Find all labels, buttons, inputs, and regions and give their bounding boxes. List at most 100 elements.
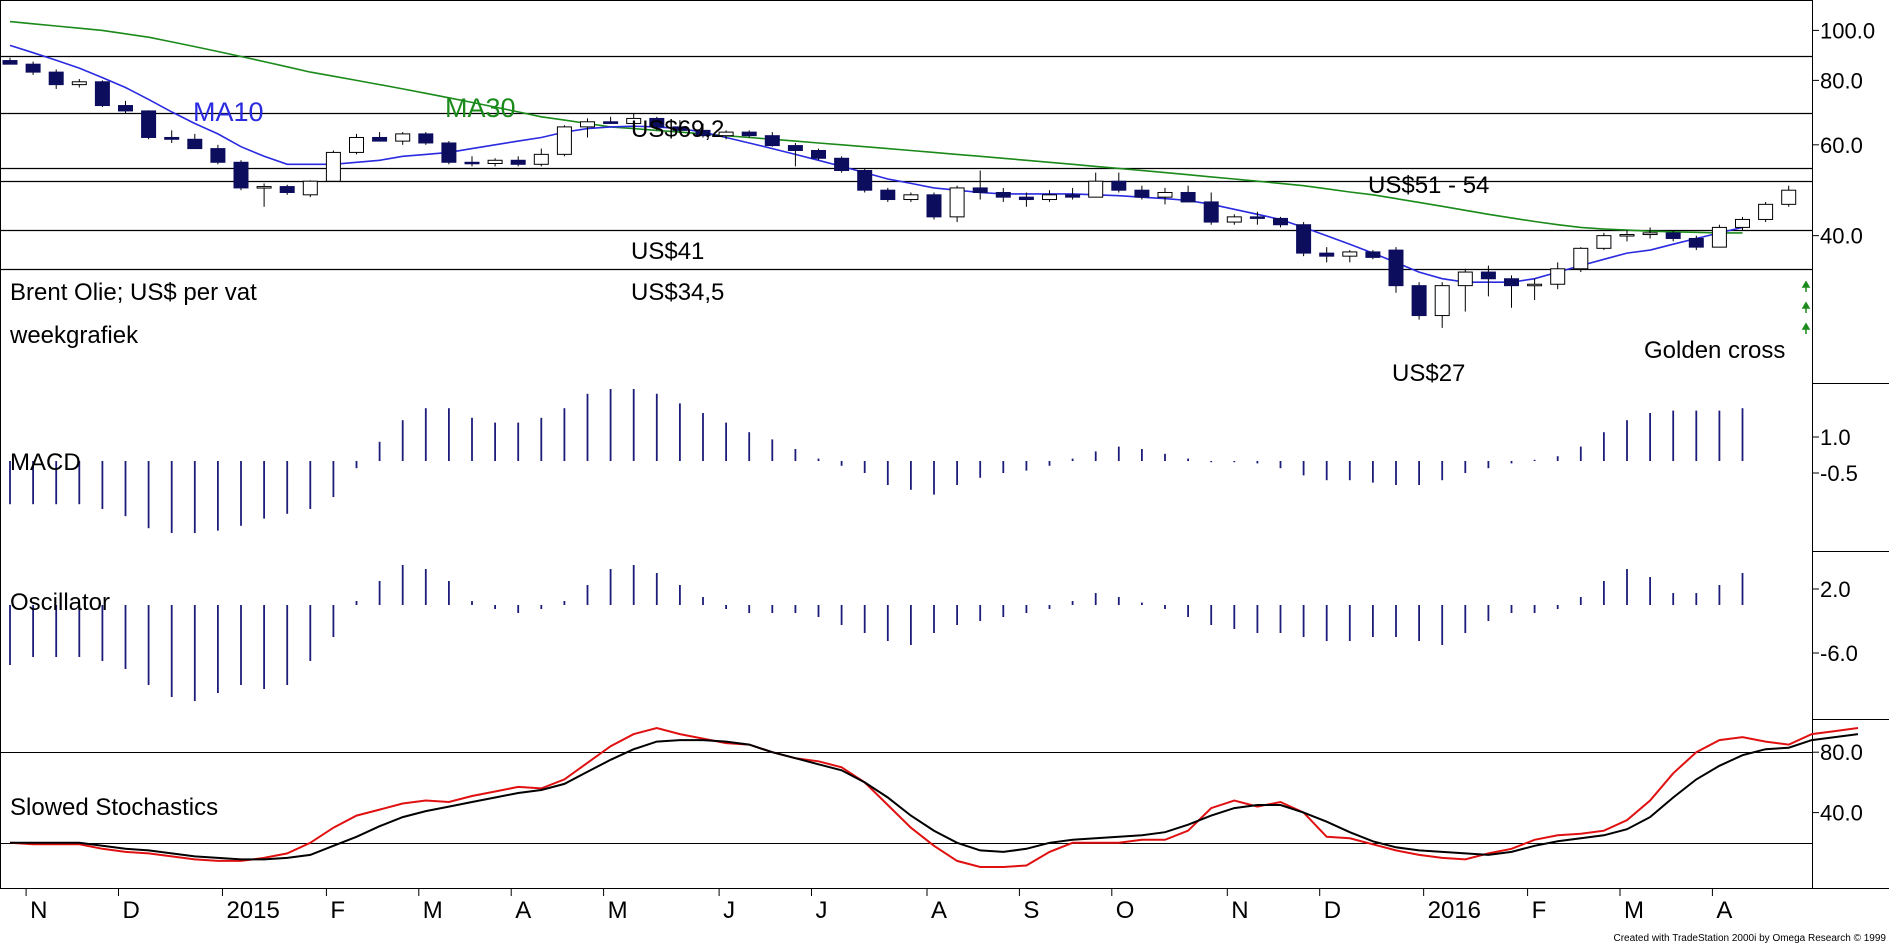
candle-body (1088, 180, 1104, 198)
candle-body (787, 145, 803, 151)
stochastics-panel: 80.0 40.0 Slowed Stochastics (0, 726, 1863, 868)
candle (672, 120, 688, 133)
candle-body (1203, 201, 1219, 223)
candle-body (1157, 191, 1173, 198)
x-tick-label-15: F (1532, 897, 1547, 924)
candle (787, 142, 803, 167)
macd-tick-label-1: -0.5 (1820, 461, 1858, 486)
candle (764, 132, 780, 147)
candle-body (510, 159, 526, 165)
candle (1596, 232, 1612, 251)
candle (626, 113, 642, 129)
x-tick-label-10: S (1023, 897, 1039, 924)
candle-body (1642, 232, 1658, 236)
candle-body (94, 81, 110, 107)
candle-body (880, 189, 896, 201)
candle-body (141, 110, 157, 138)
price-tick-label-2: 60.0 (1820, 133, 1863, 158)
candle-body (1249, 216, 1265, 219)
candle (1018, 192, 1034, 207)
stochastics-series-1 (10, 733, 1859, 861)
candle (2, 57, 18, 65)
candle (25, 61, 41, 75)
candle (325, 150, 341, 182)
candle (1226, 214, 1242, 225)
x-tick-label-17: A (1716, 897, 1732, 924)
candle (1273, 216, 1288, 228)
candle-body (418, 133, 434, 144)
candle (464, 156, 480, 167)
oscillator-tick-label-0: 2.0 (1820, 577, 1851, 602)
x-tick-label-7: J (723, 897, 735, 924)
candle (556, 125, 572, 157)
stochastics-series-0 (9, 726, 1859, 868)
candle-body (1665, 232, 1681, 239)
candle (1480, 265, 1496, 297)
candle (233, 160, 249, 191)
candle-body (603, 121, 619, 124)
x-tick-label-2: 2015 (226, 897, 279, 924)
price-tick-label-1: 80.0 (1820, 68, 1863, 93)
oscillator-histogram (9, 565, 1744, 701)
stochastics-label: Slowed Stochastics (10, 794, 218, 821)
candle-body (1434, 285, 1450, 317)
candle-body (926, 194, 942, 218)
candle-body (395, 133, 411, 142)
candle (372, 132, 388, 142)
candle-body (48, 71, 64, 86)
candle-body (995, 191, 1011, 198)
candle-body (1480, 271, 1496, 280)
level-label-69: US$69,2 (631, 116, 724, 143)
candle (1665, 230, 1681, 242)
candle-body (256, 186, 272, 189)
candle-body (349, 136, 364, 153)
x-tick-label-8: J (816, 897, 828, 924)
candle-body (1457, 271, 1473, 287)
candle-body (1781, 189, 1797, 205)
macd-histogram (9, 389, 1744, 533)
candle (580, 118, 595, 138)
stochastics-lines (9, 726, 1859, 868)
candle-body (1042, 194, 1057, 201)
resistance-support-lines (0, 55, 1812, 271)
candle (1319, 247, 1335, 263)
candle (1550, 262, 1566, 290)
candle (1619, 230, 1635, 242)
candle-body (487, 159, 503, 165)
candle-body (695, 129, 711, 137)
stochastics-tick-label-0: 80.0 (1820, 740, 1863, 765)
level-label-51-54: US$51 - 54 (1368, 172, 1489, 199)
candle (418, 132, 434, 145)
candle (533, 148, 549, 167)
candle (1388, 247, 1404, 293)
candle (441, 141, 457, 165)
candle-body (1596, 235, 1612, 249)
candle (164, 130, 180, 143)
candle (603, 116, 619, 124)
candle-body (626, 117, 642, 124)
candle (1688, 235, 1704, 251)
x-tick-label-9: A (931, 897, 947, 924)
candle (811, 148, 826, 161)
candle-body (1619, 234, 1635, 237)
x-tick-label-12: N (1231, 897, 1248, 924)
candle (1088, 172, 1104, 198)
x-tick-label-0: N (30, 897, 47, 924)
candle-body (1688, 237, 1704, 248)
candle (71, 78, 87, 88)
candle-body (279, 186, 295, 193)
candle-body (1134, 189, 1150, 198)
candle (1042, 190, 1057, 202)
candle-body (1550, 268, 1566, 285)
candle-body (1735, 218, 1750, 228)
candle (1203, 192, 1219, 225)
price-tick-label-3: 40.0 (1820, 224, 1863, 249)
candle-body (1018, 196, 1034, 201)
candle (256, 183, 272, 207)
candle-body (1411, 285, 1427, 317)
candle-body (672, 126, 688, 131)
candle (118, 100, 133, 114)
candle-body (764, 135, 780, 147)
ma30-line (9, 20, 1743, 234)
